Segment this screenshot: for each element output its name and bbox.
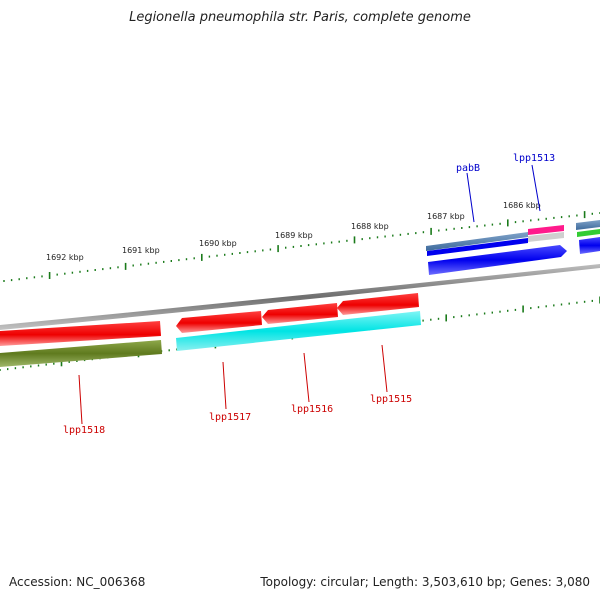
cyan-gene-span[interactable] (176, 311, 421, 351)
scale-labels: 1692 kbp 1691 kbp 1690 kbp 1689 kbp 1688… (46, 201, 541, 262)
lpp1517-red-arrow[interactable] (176, 311, 262, 333)
scale-label-1692: 1692 kbp (46, 253, 84, 262)
scale-label-1690: 1690 kbp (199, 239, 237, 248)
gene-label-lpp1518[interactable]: lpp1518 (63, 425, 105, 436)
map-title: Legionella pneumophila str. Paris, compl… (129, 10, 471, 25)
gene-label-lpp1516[interactable]: lpp1516 (291, 404, 333, 415)
lpp1518-leader-line (78, 374, 83, 425)
genome-backbone (0, 264, 600, 330)
lpp1515-leader-line (381, 344, 388, 393)
blue-gene-right[interactable] (579, 237, 600, 254)
lpp1517-leader-line (222, 361, 227, 410)
steel-feature-bar-right[interactable] (576, 220, 600, 230)
scale-label-1689: 1689 kbp (275, 231, 313, 240)
accession-text: Accession: NC_006368 (9, 575, 146, 589)
gene-label-lpp1515[interactable]: lpp1515 (370, 394, 412, 405)
scale-label-1691: 1691 kbp (122, 246, 160, 255)
green-feature-right[interactable] (577, 229, 600, 237)
lpp1516-leader-line (303, 352, 310, 403)
magenta-feature[interactable] (528, 225, 564, 235)
lpp1513-leader-line (531, 164, 541, 212)
gene-labels: pabB lpp1513 lpp1518 lpp1517 lpp1516 lpp… (63, 153, 555, 436)
lpp1515-red-arrow[interactable] (337, 293, 419, 315)
grey-feature[interactable] (528, 232, 564, 242)
pabb-leader-line (466, 172, 475, 223)
scale-label-1687: 1687 kbp (427, 212, 465, 221)
gene-label-lpp1517[interactable]: lpp1517 (209, 412, 251, 423)
red-gene-left[interactable] (0, 321, 161, 346)
lpp1516-red-arrow[interactable] (262, 303, 338, 324)
forward-features (426, 220, 600, 275)
steel-feature-bar[interactable] (426, 232, 528, 251)
blue-thin-feature[interactable] (427, 238, 528, 256)
topology-summary: Topology: circular; Length: 3,503,610 bp… (260, 575, 590, 589)
lpp1518-olive-gene[interactable] (0, 340, 162, 367)
gene-label-pabb[interactable]: pabB (456, 163, 480, 174)
scale-label-1688: 1688 kbp (351, 222, 389, 231)
scale-label-1686: 1686 kbp (503, 201, 541, 210)
pabb-gene-arrow[interactable] (428, 245, 567, 275)
reverse-features (0, 293, 421, 367)
gene-label-lpp1513[interactable]: lpp1513 (513, 153, 555, 164)
tick-row-outer (3, 211, 600, 282)
